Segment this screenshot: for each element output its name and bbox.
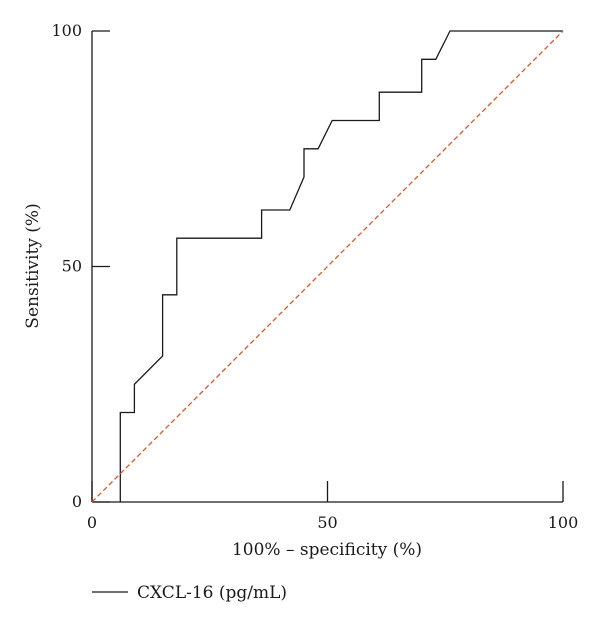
y-tick-label: 50 [62,257,82,276]
x-tick-label: 0 [87,513,97,532]
legend: CXCL-16 (pg/mL) [92,583,287,603]
y-tick-label: 0 [72,492,82,511]
x-axis-label: 100% – specificity (%) [232,540,422,560]
y-tick-label: 100 [51,21,82,40]
x-tick-label: 50 [317,513,337,532]
plot-area [91,30,564,503]
legend-label: CXCL-16 (pg/mL) [137,583,287,603]
axes [91,30,564,503]
reference-diagonal-line [91,30,564,503]
tick-labels: 0 50 100 0 50 100 [51,21,578,532]
y-axis-label: Sensitivity (%) [23,203,43,328]
x-tick-label: 100 [548,513,579,532]
roc-curve-line [119,30,563,502]
